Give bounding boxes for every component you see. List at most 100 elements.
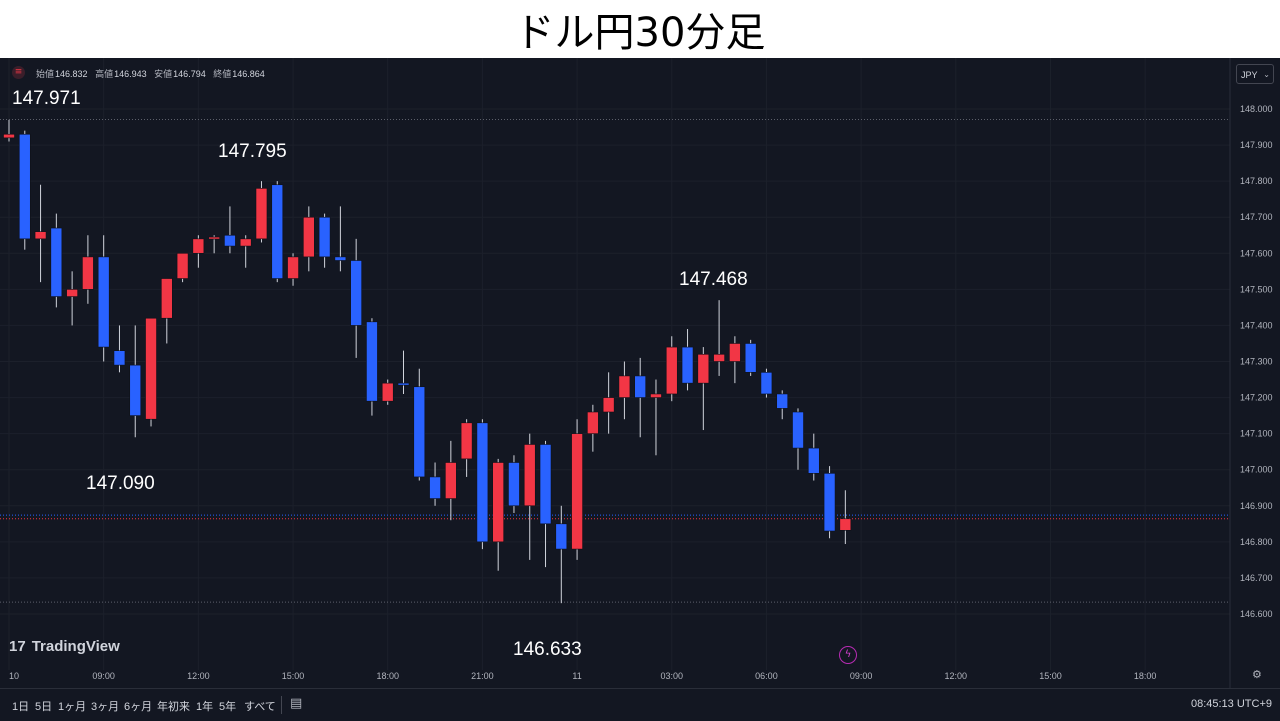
candle-body xyxy=(366,321,378,402)
timeframe-all[interactable]: すべて xyxy=(244,701,276,713)
candle xyxy=(665,336,678,402)
timeframe-3m[interactable]: 3ヶ月 xyxy=(91,701,120,713)
y-tick-label: 147.600 xyxy=(1240,248,1273,258)
candle xyxy=(697,347,710,431)
candle-body xyxy=(318,216,331,258)
x-tick-label: 15:00 xyxy=(282,671,305,681)
candle xyxy=(729,336,741,384)
candle xyxy=(460,419,473,477)
symbol-icon[interactable]: ≡ xyxy=(12,66,25,79)
candle xyxy=(650,379,662,456)
logo-text: TradingView xyxy=(31,638,120,655)
candle xyxy=(413,368,426,481)
candle xyxy=(792,408,804,470)
chevron-down-icon: ⌄ xyxy=(1263,70,1270,79)
candle-body xyxy=(350,260,362,326)
candle xyxy=(492,458,504,571)
timeframe-1y[interactable]: 1年 xyxy=(196,701,214,713)
candle-body xyxy=(460,422,473,460)
y-tick-label: 147.000 xyxy=(1240,465,1273,475)
lightning-icon[interactable]: ϟ xyxy=(839,646,857,664)
candle xyxy=(634,357,647,438)
candle-body xyxy=(697,353,710,384)
x-tick-label: 18:00 xyxy=(1134,671,1157,681)
candle xyxy=(3,119,15,142)
candle xyxy=(744,339,757,376)
annotation-high-mid: 147.795 xyxy=(218,141,287,162)
timeframe-1m[interactable]: 1ヶ月 xyxy=(58,701,87,713)
candle-body xyxy=(476,422,489,543)
candle-body xyxy=(113,350,126,366)
annotation-low-left: 147.090 xyxy=(86,473,155,494)
chart-panel[interactable]: 148.000 147.900 147.800 147.700 147.600 147.5… xyxy=(0,58,1280,721)
y-tick-label: 147.400 xyxy=(1240,320,1273,330)
candle-body xyxy=(492,462,504,543)
candle-body xyxy=(681,346,694,384)
currency-select[interactable]: JPY ⌄ xyxy=(1236,64,1274,84)
candle xyxy=(602,372,615,434)
candle-body xyxy=(255,188,268,240)
currency-label: JPY xyxy=(1241,70,1258,80)
candle xyxy=(303,206,315,272)
y-tick-label: 147.900 xyxy=(1240,140,1273,150)
candle xyxy=(618,361,631,420)
candle xyxy=(66,271,78,326)
candle xyxy=(713,300,725,376)
candle-body xyxy=(82,256,94,290)
y-tick-label: 147.200 xyxy=(1240,393,1273,403)
candle-body xyxy=(634,375,647,398)
candle xyxy=(555,505,568,604)
x-tick-label: 09:00 xyxy=(850,671,873,681)
timeframe-1d[interactable]: 1日 xyxy=(12,701,30,713)
candle xyxy=(82,235,94,304)
tradingview-logo[interactable]: 17 TradingView xyxy=(9,638,120,655)
settings-gear-icon[interactable]: ⚙ xyxy=(1252,668,1262,681)
bottom-toolbar: 1日 5日 1ヶ月 3ヶ月 6ヶ月 年初来 1年 5年 すべて ▤ 08:45:… xyxy=(0,688,1280,721)
timeframe-5d[interactable]: 5日 xyxy=(35,701,53,713)
timeframe-6m[interactable]: 6ヶ月 xyxy=(124,701,153,713)
page-title: ドル円30分足 xyxy=(514,10,766,56)
candle-body xyxy=(287,256,299,279)
high-key: 高値 xyxy=(95,69,114,79)
candle xyxy=(587,404,599,452)
candle-body xyxy=(445,462,457,499)
candle xyxy=(239,235,252,268)
y-tick-label: 147.100 xyxy=(1240,429,1273,439)
candle xyxy=(350,238,362,358)
candle-body xyxy=(839,518,852,531)
timeframe-ytd[interactable]: 年初来 xyxy=(157,701,190,713)
candle xyxy=(571,419,583,560)
candle-body xyxy=(508,462,520,507)
candle-body xyxy=(539,444,552,525)
calendar-icon[interactable]: ▤ xyxy=(290,696,303,711)
high-value: 146.943 xyxy=(114,69,147,79)
timeframe-5y[interactable]: 5年 xyxy=(219,701,237,713)
x-tick-label: 21:00 xyxy=(471,671,494,681)
candle-body xyxy=(602,397,615,413)
candle xyxy=(839,490,852,545)
y-tick-label: 146.900 xyxy=(1240,501,1273,511)
y-tick-label: 146.700 xyxy=(1240,573,1273,583)
x-tick-label: 10 xyxy=(9,671,19,681)
candle xyxy=(129,325,142,438)
candle-body xyxy=(66,289,78,297)
candle xyxy=(176,252,189,283)
y-tick-label: 146.800 xyxy=(1240,537,1273,547)
candle-body xyxy=(587,411,599,434)
candle-body xyxy=(145,317,157,420)
candlestick-chart[interactable]: 148.000 147.900 147.800 147.700 147.600 147.5… xyxy=(0,58,1280,720)
close-value: 146.864 xyxy=(232,69,265,79)
x-tick-label: 11 xyxy=(572,671,581,681)
candle-body xyxy=(650,393,662,398)
candle-body xyxy=(161,278,173,319)
candle-body xyxy=(571,433,583,550)
clock[interactable]: 08:45:13 UTC+9 xyxy=(1190,698,1272,710)
candle xyxy=(97,235,110,362)
candle-body xyxy=(34,231,47,240)
annotation-low-bottom: 146.633 xyxy=(513,639,582,660)
candle xyxy=(760,368,773,398)
low-value: 146.794 xyxy=(173,69,206,79)
candle xyxy=(366,318,378,416)
y-tick-label: 147.500 xyxy=(1240,284,1273,294)
candle xyxy=(476,419,489,550)
